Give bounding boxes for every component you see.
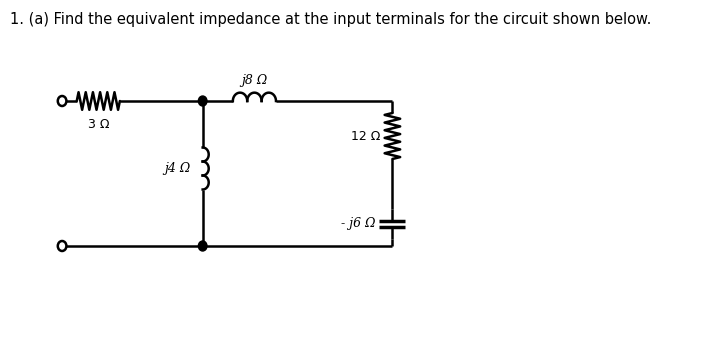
Circle shape	[198, 241, 207, 251]
Text: j8 Ω: j8 Ω	[241, 74, 267, 87]
Text: 3 Ω: 3 Ω	[88, 118, 109, 131]
Text: 12 Ω: 12 Ω	[351, 130, 380, 142]
Text: 1. (a) Find the equivalent impedance at the input terminals for the circuit show: 1. (a) Find the equivalent impedance at …	[11, 12, 652, 27]
Circle shape	[198, 96, 207, 106]
Text: - j6 Ω: - j6 Ω	[341, 218, 375, 230]
Text: j4 Ω: j4 Ω	[164, 162, 190, 175]
